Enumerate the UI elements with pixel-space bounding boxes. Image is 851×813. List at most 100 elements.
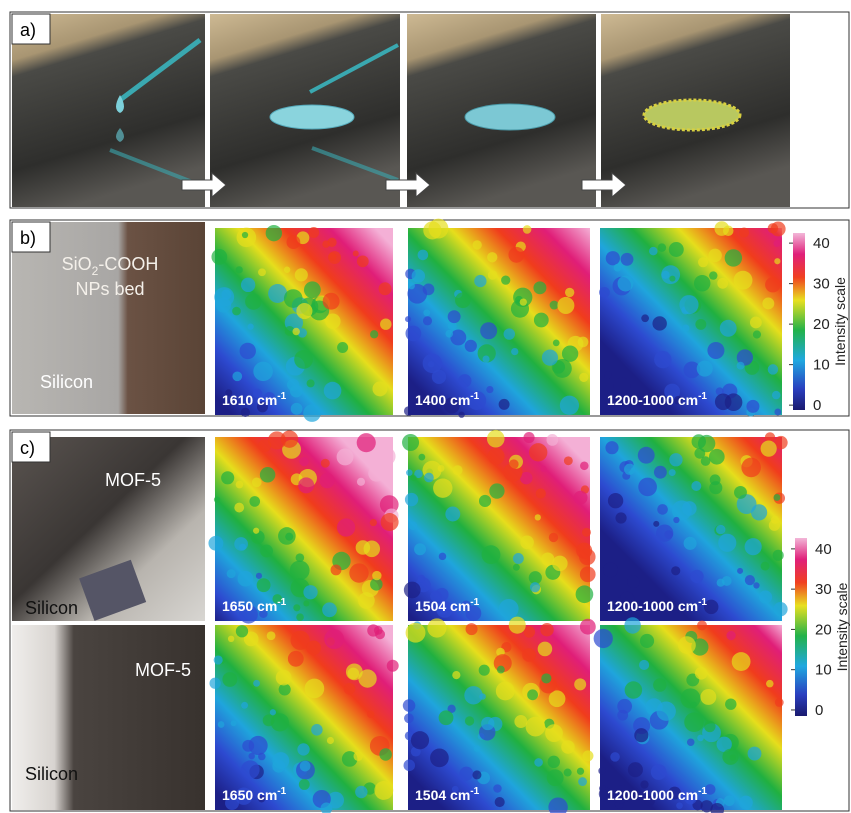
texture [628,762,643,777]
texture [245,293,261,309]
texture [547,769,564,786]
texture [709,271,717,279]
texture [258,753,266,761]
texture [661,271,669,279]
texture [211,249,227,265]
texture [541,673,551,683]
texture [695,667,708,680]
texture [404,713,414,723]
intensity-map [215,228,393,415]
texture [557,297,574,314]
texture [303,585,317,599]
texture [480,322,497,339]
texture [358,669,376,687]
texture [658,243,666,251]
texture [697,361,713,377]
texture [565,288,574,297]
label-box: a) [12,14,50,44]
texture [603,562,618,577]
texture [657,702,676,721]
texture [497,666,505,674]
texture [695,319,706,330]
texture [438,465,445,472]
texture [653,678,666,691]
texture [753,582,759,588]
texture [746,400,759,413]
texture [614,264,622,272]
superscript: -1 [470,597,479,608]
texture [427,618,446,637]
texture [732,652,751,671]
scene-strip [12,14,790,207]
texture [701,800,713,812]
colorbar [793,233,805,410]
texture [745,538,762,555]
texture [549,533,558,542]
texture [238,571,254,587]
texture [252,478,262,488]
texture [761,562,770,571]
texture [577,768,584,775]
tick-label: 30 [813,276,830,293]
superscript: -1 [698,391,707,402]
texture [296,303,312,319]
colorbar-title: Intensity scale [834,582,850,671]
map-label: 1504 cm-1 [415,786,480,803]
texture [286,235,300,249]
texture [372,571,381,580]
texture [409,521,418,530]
texture [654,466,667,479]
texture [292,328,299,335]
texture [509,459,519,469]
texture [513,564,520,571]
texture [322,240,330,248]
texture [453,465,463,475]
texture [474,275,486,287]
texture [379,282,392,295]
texture [308,227,319,238]
texture [684,712,704,732]
texture [290,385,303,398]
texture [327,737,334,744]
texture [618,276,634,292]
texture [640,634,654,648]
texture [657,504,668,515]
texture [774,240,781,247]
texture [676,802,683,809]
texture [445,330,453,338]
texture [769,520,780,531]
texture [690,701,696,707]
texture [579,373,588,382]
texture [458,412,464,418]
texture [414,543,426,555]
texture [734,486,747,499]
texture [241,408,250,417]
texture [562,345,578,361]
texture [707,342,724,359]
texture [214,496,220,502]
texture [669,276,675,282]
texture [538,642,553,657]
texture [222,672,237,687]
texture [737,568,743,574]
texture [548,756,560,768]
map-label: 1200-1000 cm-1 [607,391,707,408]
texture [208,536,223,551]
texture [303,600,309,606]
texture [486,386,493,393]
texture [766,680,774,688]
substrate-label: Silicon [25,764,78,784]
texture [580,566,596,582]
texture [294,350,313,369]
texture [311,724,323,736]
texture [708,249,721,262]
panel-label: a) [20,20,36,40]
text: 1504 cm [415,787,470,803]
tick-label: 10 [813,357,830,374]
texture [513,553,524,564]
texture [482,355,489,362]
texture [520,536,534,550]
tick-label: 40 [815,541,832,558]
texture [260,545,273,558]
texture [418,575,426,583]
